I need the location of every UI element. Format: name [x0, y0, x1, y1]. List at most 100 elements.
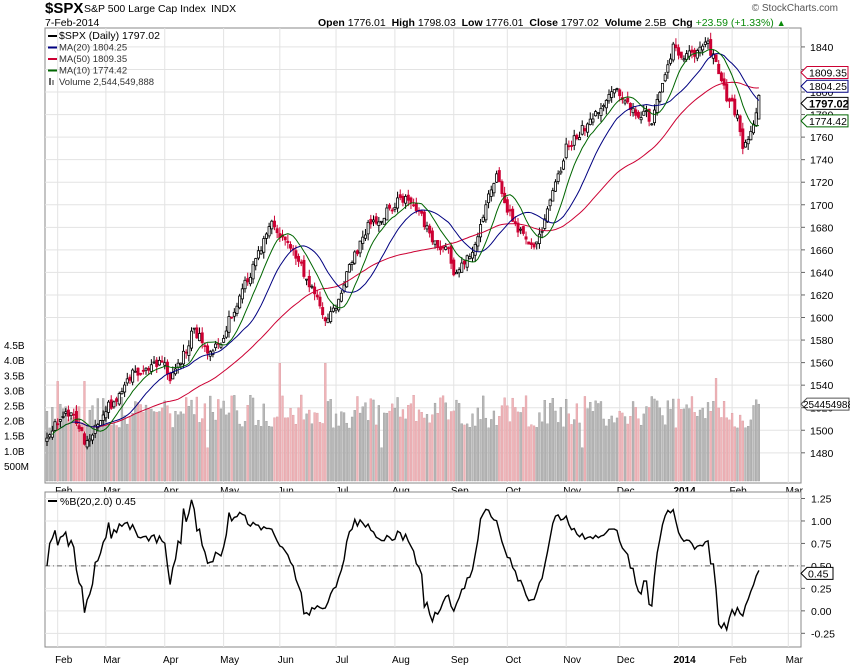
price-candle: [615, 88, 619, 90]
open-value: 1776.01: [347, 17, 386, 29]
volume-bar: [353, 410, 356, 482]
volume-bar: [388, 410, 391, 482]
price-candle: [436, 239, 440, 248]
close-price-tag: [800, 96, 849, 110]
price-candle: [561, 160, 565, 170]
price-candle: [647, 108, 651, 122]
volume-bar: [460, 423, 463, 482]
price-candle: [66, 409, 70, 417]
volume-bar: [522, 407, 525, 482]
price-candle: [752, 123, 756, 134]
price-candle: [297, 255, 301, 262]
volume-bar: [375, 424, 378, 482]
price-candle: [588, 118, 592, 125]
price-candle: [232, 311, 236, 317]
volume-bar: [466, 423, 469, 482]
price-candle: [190, 330, 194, 349]
volume-bar: [463, 424, 466, 482]
volume-bar: [286, 417, 289, 482]
pctb-month-axis: Feb Mar Apr May Jun Jul Aug Sep Oct Nov Dec 2014 Feb…: [55, 655, 803, 666]
volume-bar: [747, 426, 750, 482]
price-candle: [128, 376, 132, 381]
volume-bar: [672, 398, 675, 482]
volume-bar: [605, 425, 608, 482]
price-candle: [473, 244, 477, 256]
price-candle: [497, 170, 501, 183]
price-candle: [72, 413, 76, 416]
price-candle: [222, 337, 226, 343]
volume-bar: [45, 411, 49, 482]
price-candle: [149, 364, 153, 372]
volume-bar: [578, 422, 581, 482]
volume-bar: [444, 402, 447, 482]
price-candle: [275, 228, 279, 234]
volume-bar: [158, 411, 161, 482]
price-candle: [48, 434, 52, 438]
volume-bar: [112, 422, 116, 482]
price-candle: [428, 225, 432, 234]
price-candle: [45, 437, 49, 442]
volume-bar: [150, 408, 153, 482]
volume-bar: [278, 363, 281, 482]
price-candle: [572, 135, 576, 146]
volume-bar: [227, 412, 231, 482]
volume-bar: [677, 398, 680, 482]
volume-bar: [548, 402, 552, 482]
price-candle: [735, 114, 739, 119]
volume-bar: [329, 399, 332, 482]
volume-bar: [115, 425, 118, 482]
price-candle: [230, 316, 234, 319]
pctb-last-tag: [800, 566, 834, 580]
price-panel-frame: [44, 27, 802, 484]
month-label: Dec: [617, 655, 635, 666]
volume-bar: [377, 405, 380, 482]
volume-bar: [300, 394, 303, 482]
volume-bar: [134, 401, 137, 482]
price-candle: [553, 181, 557, 192]
price-candle: [709, 39, 713, 56]
volume-bar: [661, 415, 664, 482]
price-candle: [628, 102, 632, 111]
volume-bar: [484, 417, 488, 482]
price-candle: [564, 143, 568, 159]
price-candle: [235, 305, 239, 314]
volume-bar: [107, 423, 110, 482]
price-candle: [326, 318, 330, 324]
volume-bar: [364, 402, 367, 482]
price-candle: [489, 189, 493, 197]
price-candle: [380, 220, 384, 223]
price-tick-label: 1760: [810, 132, 834, 144]
price-candle: [602, 105, 606, 108]
price-candle: [377, 221, 381, 226]
month-label: Nov: [563, 655, 581, 666]
price-candle: [64, 411, 68, 414]
pctb-legend-label: %B(20,2.0) 0.45: [60, 496, 136, 508]
price-candle: [425, 225, 429, 230]
price-candle: [390, 209, 394, 212]
volume-bar: [324, 363, 327, 482]
volume-bar: [610, 415, 613, 482]
volume-bar: [131, 413, 134, 482]
price-candle: [272, 220, 276, 228]
brand-watermark[interactable]: © StockCharts.com: [751, 3, 838, 14]
volume-bar: [631, 401, 635, 482]
pctb-tick-label: 1.00: [811, 516, 832, 528]
volume-bar: [219, 408, 223, 482]
ma20-price-tag-label: 1804.25: [809, 81, 847, 93]
price-candle: [644, 110, 648, 112]
price-candle: [160, 360, 164, 363]
month-label: Aug: [392, 655, 410, 666]
chart-date: 7-Feb-2014: [45, 17, 100, 29]
price-tick-label: 1540: [810, 380, 834, 392]
volume-bar: [516, 411, 520, 482]
volume-bar: [142, 411, 145, 482]
price-candle: [251, 263, 255, 280]
volume-bar: [452, 410, 455, 482]
volume-bar: [573, 419, 576, 482]
price-candle: [441, 246, 445, 249]
price-candle: [671, 43, 675, 61]
price-candle: [623, 100, 627, 104]
price-candle: [283, 236, 287, 241]
price-candle: [524, 236, 528, 240]
